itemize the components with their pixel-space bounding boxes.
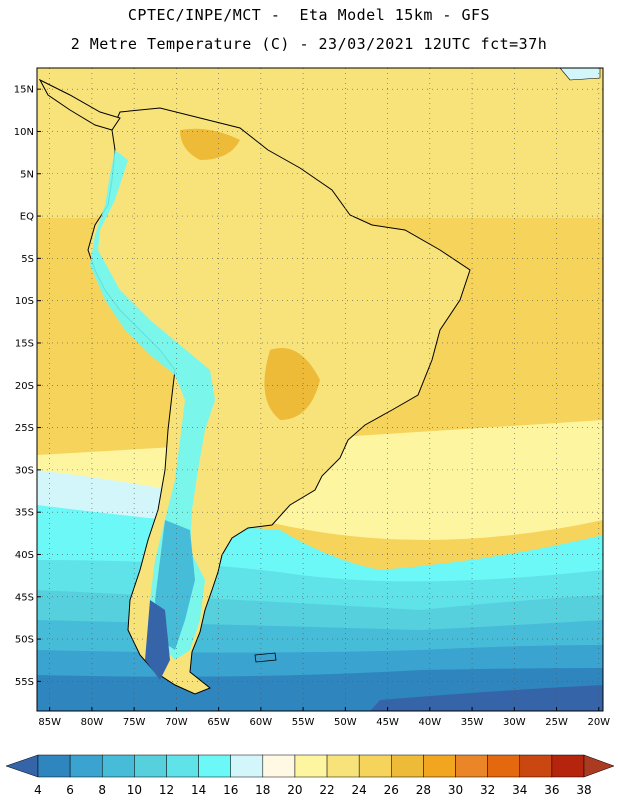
lat-tick-label: 55S (15, 677, 34, 688)
colorbar-label: 14 (191, 783, 206, 797)
central-america-landmass (38, 78, 121, 131)
lon-tick-label: 40W (419, 717, 442, 728)
colorbar-label: 34 (512, 783, 527, 797)
colorbar-swatch (166, 754, 199, 778)
colorbar-swatch (519, 754, 553, 778)
colorbar-label: 38 (576, 783, 591, 797)
lat-tick-label: 10S (15, 296, 34, 307)
lon-tick-label: 55W (292, 717, 315, 728)
lat-tick-label: 50S (15, 635, 34, 646)
colorbar-swatch (455, 754, 488, 778)
colorbar-legend: 4 6 8 10 12 14 16 18 20 22 24 26 28 30 32 34 36 38 (5, 754, 615, 797)
lat-tick-label: 40S (15, 550, 34, 561)
colorbar-label: 32 (480, 783, 495, 797)
lat-tick-label: 15N (14, 85, 34, 96)
lat-tick-label: 35S (15, 508, 34, 519)
colorbar-swatch (294, 754, 328, 778)
lon-tick-label: 60W (250, 717, 273, 728)
caribbean-islands (559, 68, 601, 81)
colorbar-max-arrow (583, 754, 615, 778)
lon-tick-label: 80W (81, 717, 104, 728)
colorbar-swatch (101, 754, 135, 778)
longitude-axis: 85W 80W 75W 70W 65W 60W 55W 50W 45W 40W 35W 30W 25W 2… (38, 707, 610, 728)
colorbar-label: 22 (319, 783, 334, 797)
colorbar-label: 30 (448, 783, 463, 797)
lat-tick-label: 45S (15, 592, 34, 603)
falkland-islands (254, 652, 277, 663)
colorbar-swatch (487, 754, 521, 778)
colorbar-label: 28 (416, 783, 431, 797)
colorbar-swatch (198, 754, 231, 778)
colorbar-label: 16 (223, 783, 238, 797)
colorbar-label: 4 (34, 783, 42, 797)
colorbar-label: 26 (384, 783, 399, 797)
warm-interior-region (264, 348, 320, 420)
lat-tick-label: 15S (15, 338, 34, 349)
colorbar-label: 6 (66, 783, 74, 797)
colorbar-swatch (358, 754, 392, 778)
colorbar-swatch (134, 754, 167, 778)
colorbar-swatch (37, 754, 71, 778)
colorbar-swatch (69, 754, 103, 778)
colorbar-label: 20 (287, 783, 302, 797)
map-frame (36, 67, 604, 712)
southern-andes-coldest (145, 600, 170, 680)
lon-tick-label: 25W (545, 717, 568, 728)
lon-tick-label: 70W (165, 717, 188, 728)
lon-tick-label: 65W (207, 717, 230, 728)
latitude-axis: 15N 10N 5N EQ 5S 10S 15S 20S 25S 30S 35S 40S 45S 50S 5… (14, 85, 41, 688)
chart-subtitle: 2 Metre Temperature (C) - 23/03/2021 12U… (70, 35, 548, 53)
colorbar-label: 18 (255, 783, 270, 797)
lon-tick-label: 50W (334, 717, 357, 728)
colorbar-label: 36 (544, 783, 559, 797)
band-06 (370, 685, 603, 711)
lat-tick-label: 25S (15, 423, 34, 434)
colorbar-label: 8 (98, 783, 106, 797)
colorbar-swatch (551, 754, 585, 778)
chart-title: CPTEC/INPE/MCT - Eta Model 15km - GFS (127, 6, 491, 24)
lat-tick-label: 5N (20, 169, 34, 180)
lon-tick-label: 35W (461, 717, 484, 728)
colorbar-label: 12 (159, 783, 174, 797)
colorbar-swatch (391, 754, 424, 778)
warm-venezuela-region (180, 128, 240, 160)
map-gridlines (37, 68, 603, 711)
colorbar-min-arrow (5, 754, 39, 778)
lat-tick-label: EQ (20, 212, 34, 223)
lon-tick-label: 30W (503, 717, 526, 728)
colorbar-label: 10 (127, 783, 142, 797)
colorbar-swatch (230, 754, 264, 778)
colorbar-swatch (262, 754, 296, 778)
lon-tick-label: 85W (38, 717, 61, 728)
lat-tick-label: 5S (21, 254, 34, 265)
lat-tick-label: 10N (14, 127, 34, 138)
colorbar-label: 24 (352, 783, 367, 797)
lon-tick-label: 75W (123, 717, 146, 728)
lon-tick-label: 20W (587, 717, 610, 728)
colorbar-swatch (326, 754, 360, 778)
lon-tick-label: 45W (376, 717, 399, 728)
colorbar-swatch (423, 754, 456, 778)
lat-tick-label: 30S (15, 465, 34, 476)
lat-tick-label: 20S (15, 381, 34, 392)
